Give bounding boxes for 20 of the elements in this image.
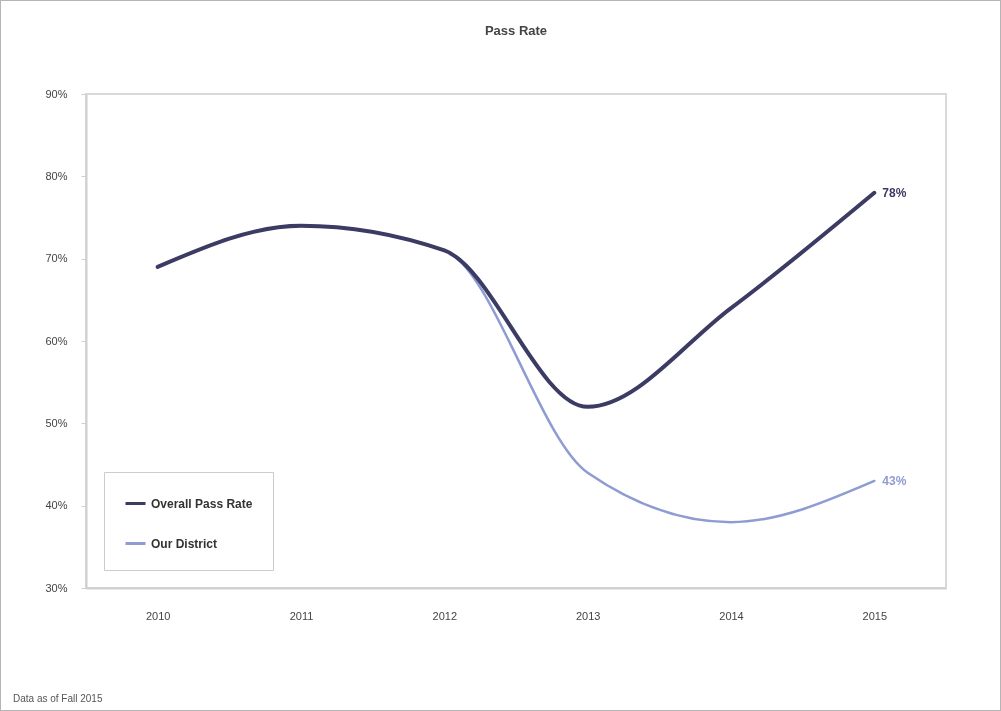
y-tick-label: 60% <box>45 334 68 347</box>
y-tick-label: 40% <box>45 499 68 512</box>
text: Data as of Fall 2015 <box>13 693 103 704</box>
y-tick-label: 70% <box>45 252 68 265</box>
x-tick-label: 2012 <box>432 609 458 622</box>
y-tick-label: 80% <box>45 169 68 182</box>
legend-label: Our District <box>151 536 218 551</box>
y-tick-label: 50% <box>45 416 68 429</box>
data-label: 78% <box>882 185 907 200</box>
line-series <box>155 190 877 409</box>
data-label: 43% <box>882 473 907 488</box>
x-tick-label: 2014 <box>719 609 744 622</box>
chart-title: Pass Rate <box>484 23 548 38</box>
y-tick-label: 90% <box>45 87 68 100</box>
x-tick-label: 2015 <box>862 609 888 622</box>
x-tick-label: 2010 <box>145 609 171 622</box>
legend-label: Overall Pass Rate <box>151 496 253 511</box>
y-tick-label: 30% <box>45 581 68 594</box>
x-tick-label: 2011 <box>289 609 314 622</box>
x-tick-label: 2013 <box>575 609 601 622</box>
